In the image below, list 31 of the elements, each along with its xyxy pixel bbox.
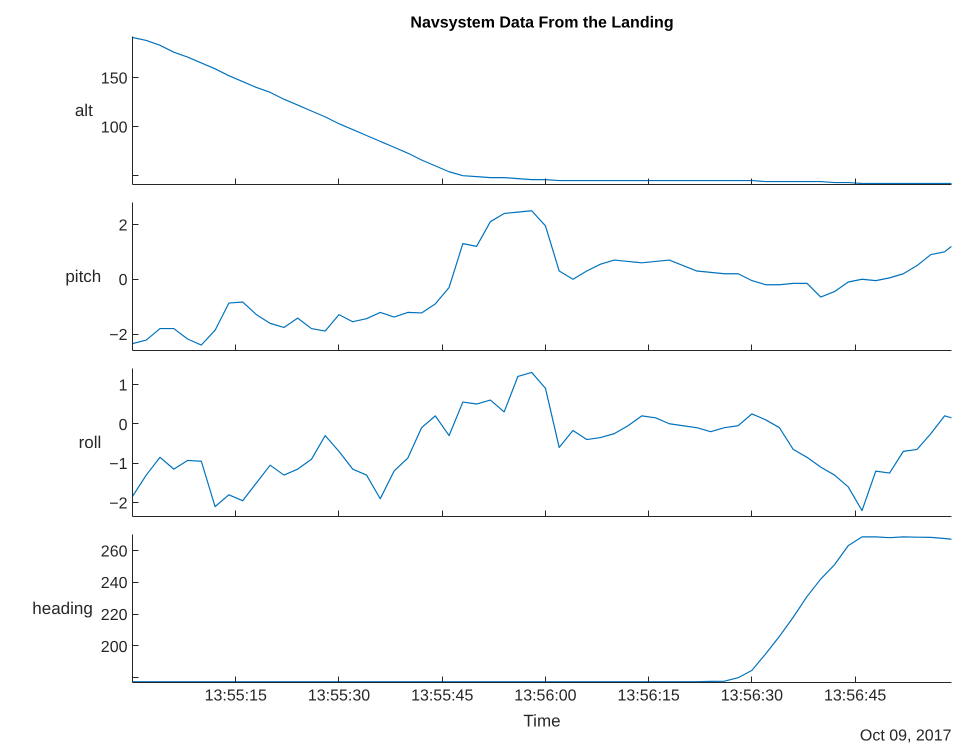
x-tick-label: 13:55:30 xyxy=(308,688,370,704)
y-axis-title: alt xyxy=(74,101,94,120)
line-series xyxy=(132,372,952,512)
line-series xyxy=(132,210,952,346)
chart-title: Navsystem Data From the Landing xyxy=(410,14,674,32)
y-axis-title: heading xyxy=(32,599,93,618)
x-tick-label: 13:55:45 xyxy=(411,688,474,704)
y-tick-label: 0 xyxy=(118,416,128,434)
text: Oct 09, 2017 xyxy=(860,728,952,744)
y-axis-title: pitch xyxy=(65,267,102,286)
y-tick-label: 200 xyxy=(100,638,128,656)
y-tick-label: −2 xyxy=(109,496,128,513)
y-tick-label: −2 xyxy=(109,327,128,344)
line-series xyxy=(132,36,952,184)
x-tick-label: 13:56:00 xyxy=(514,688,577,704)
y-tick-label: 220 xyxy=(100,607,128,624)
y-tick-label: −1 xyxy=(109,456,128,474)
y-tick-label: 0 xyxy=(118,272,128,290)
y-tick-label: 100 xyxy=(100,120,128,137)
x-tick-label: 13:55:15 xyxy=(204,688,267,704)
x-tick-label: 13:56:45 xyxy=(824,688,886,704)
y-tick-label: 1 xyxy=(118,377,128,394)
x-tick-label: 13:56:30 xyxy=(720,688,784,704)
y-tick-label: 150 xyxy=(100,70,128,88)
y-axis-title: roll xyxy=(78,433,102,452)
x-tick-label: 13:56:15 xyxy=(618,688,680,704)
y-tick-label: 260 xyxy=(100,543,128,560)
line-series xyxy=(132,536,952,682)
y-tick-label: 240 xyxy=(100,575,128,592)
y-tick-label: 2 xyxy=(118,217,128,234)
x-axis-title: Time xyxy=(523,712,561,730)
